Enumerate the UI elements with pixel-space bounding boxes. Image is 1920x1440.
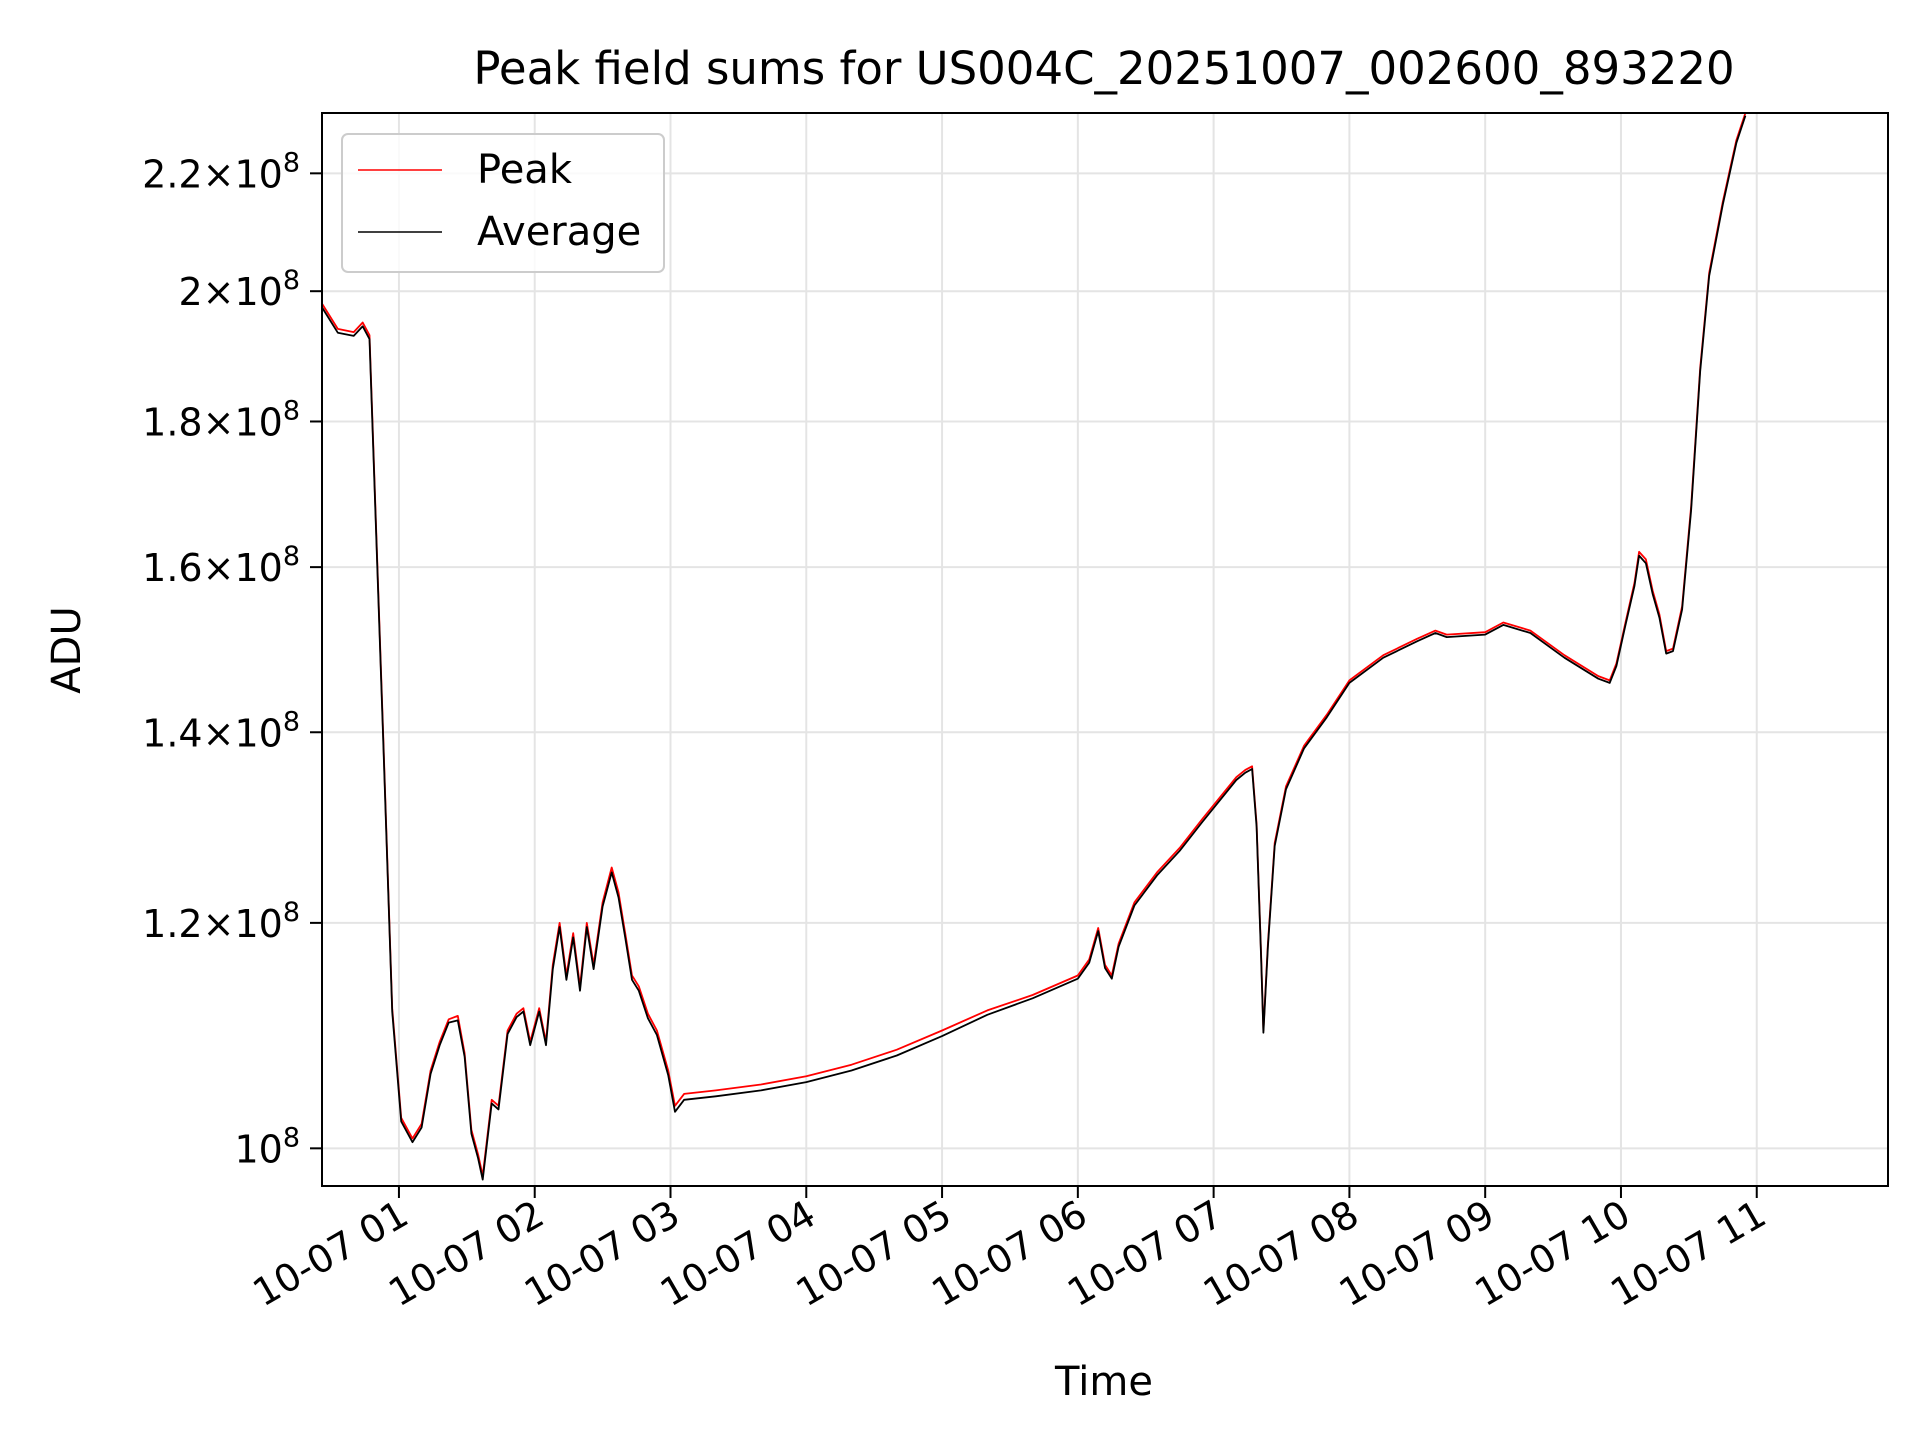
y-tick-exponent: 8 <box>283 897 300 928</box>
y-tick-exponent: 8 <box>283 147 300 178</box>
y-tick-label: 1.8×108 <box>142 395 300 444</box>
chart-title: Peak field sums for US004C_20251007_0026… <box>473 42 1734 95</box>
legend-box <box>341 133 665 273</box>
y-tick-label: 2×108 <box>178 265 300 314</box>
y-axis: 1081.2×1081.4×1081.6×1081.8×1082×1082.2×… <box>142 147 322 1171</box>
y-axis-label: ADU <box>44 606 90 693</box>
x-axis-label: Time <box>1054 1359 1153 1405</box>
y-tick-base: 1.4×10 <box>142 711 283 755</box>
y-tick-base: 1.6×10 <box>142 546 283 590</box>
y-tick-base: 1.8×10 <box>142 400 283 444</box>
y-tick-base: 10 <box>234 1127 282 1171</box>
plot-area <box>321 112 1889 1187</box>
legend: Peak Average <box>341 133 665 273</box>
y-tick-exponent: 8 <box>283 706 300 737</box>
series-line-average <box>321 115 1747 1181</box>
series-layer <box>321 112 1747 1181</box>
y-tick-exponent: 8 <box>283 541 300 572</box>
y-tick-exponent: 8 <box>283 395 300 426</box>
y-tick-exponent: 8 <box>283 265 300 296</box>
y-tick-exponent: 8 <box>283 1122 300 1153</box>
y-tick-label: 108 <box>234 1122 300 1171</box>
legend-label-average: Average <box>477 209 641 255</box>
y-tick-label: 1.6×108 <box>142 541 300 590</box>
legend-label-peak: Peak <box>477 147 573 193</box>
y-tick-base: 2.2×10 <box>142 152 283 196</box>
y-tick-base: 1.2×10 <box>142 902 283 946</box>
y-tick-label: 1.4×108 <box>142 706 300 755</box>
y-tick-base: 2×10 <box>178 270 282 314</box>
y-tick-label: 2.2×108 <box>142 147 300 196</box>
y-tick-label: 1.2×108 <box>142 897 300 946</box>
